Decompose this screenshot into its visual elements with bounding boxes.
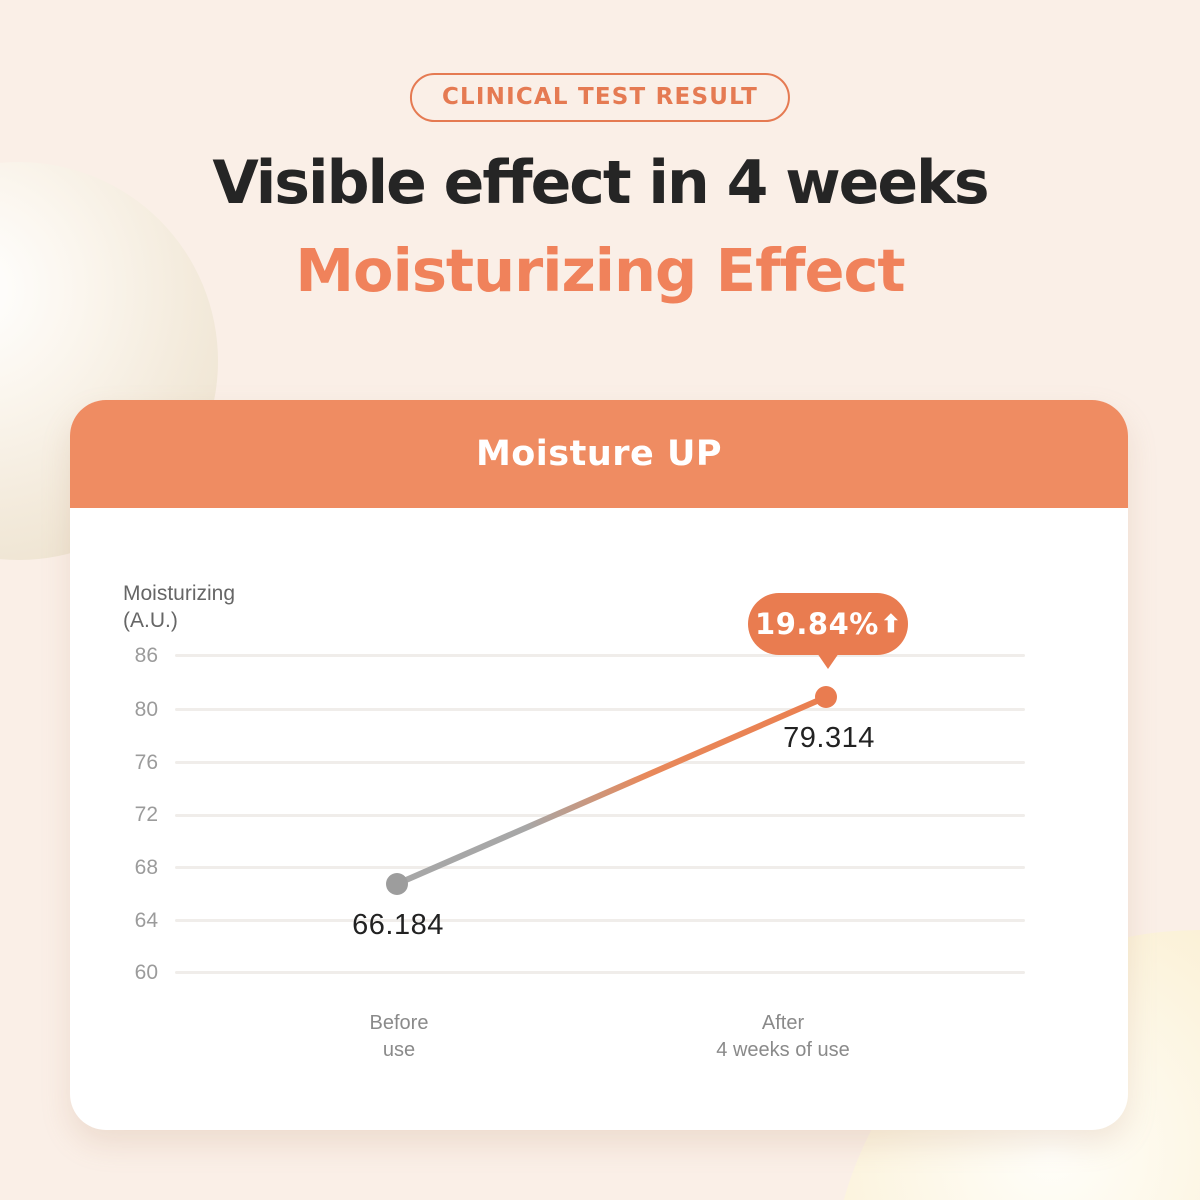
gridline — [175, 919, 1025, 922]
x-axis-label-after-line1: After — [761, 1012, 805, 1034]
callout-tail — [817, 653, 839, 669]
y-axis-tick: 80 — [134, 698, 158, 721]
value-label-before: 66.184 — [352, 909, 444, 941]
gridline — [175, 814, 1025, 817]
x-axis-label-after-line2: 4 weeks of use — [716, 1039, 850, 1061]
y-axis-title: Moisturizing (A.U.) — [123, 580, 235, 634]
x-axis-label-after: After 4 weeks of use — [683, 1010, 883, 1064]
data-point-after — [815, 686, 837, 708]
gridline — [175, 761, 1025, 764]
result-card: Moisture UP Moisturizing (A.U.) 86 80 76… — [70, 400, 1128, 1130]
x-axis-label-before-line2: use — [382, 1039, 416, 1061]
y-axis-title-line2: (A.U.) — [123, 609, 178, 632]
page-subtitle: Moisturizing Effect — [295, 236, 905, 305]
y-axis-tick: 60 — [134, 961, 158, 984]
y-axis-title-line1: Moisturizing — [123, 582, 236, 605]
percent-increase-callout: 19.84% ⬆ — [748, 593, 908, 655]
y-axis-tick: 72 — [134, 803, 158, 826]
data-point-before — [386, 873, 408, 895]
up-arrow-icon: ⬆ — [880, 610, 901, 638]
value-label-after: 79.314 — [783, 722, 875, 754]
card-title: Moisture UP — [475, 434, 723, 474]
x-axis-label-before: Before use — [299, 1010, 499, 1064]
card-header: Moisture UP — [70, 400, 1128, 508]
x-axis-label-before-line1: Before — [369, 1012, 429, 1034]
gridline — [175, 971, 1025, 974]
gridline — [175, 866, 1025, 869]
gridline — [175, 654, 1025, 657]
y-axis-tick: 76 — [134, 751, 158, 774]
y-axis-tick: 64 — [134, 909, 158, 932]
gridline — [175, 708, 1025, 711]
page-title: Visible effect in 4 weeks — [212, 148, 989, 218]
clinical-test-badge: CLINICAL TEST RESULT — [409, 73, 791, 122]
y-axis-tick: 86 — [134, 644, 158, 667]
percent-increase-value: 19.84% — [755, 607, 879, 641]
y-axis-tick: 68 — [134, 856, 158, 879]
